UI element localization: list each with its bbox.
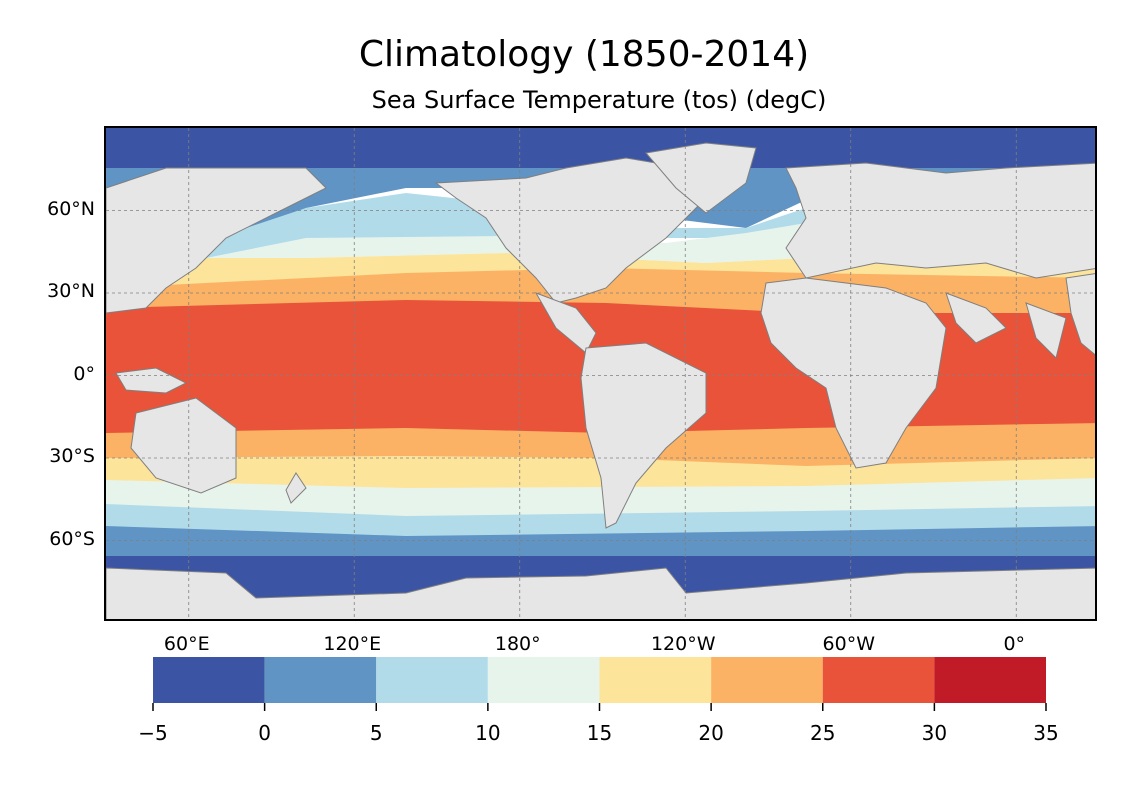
sst-band-mild-south: [106, 478, 1095, 518]
sst-map: [106, 128, 1095, 619]
gridlines: [106, 128, 1095, 619]
lat-tick-label: 0°: [73, 362, 95, 385]
land-new-zealand: [285, 472, 307, 504]
land-se-asia: [1065, 273, 1095, 356]
land-antarctica: [106, 567, 1095, 619]
lat-tick-label: 30°N: [47, 280, 95, 302]
colorbar-segment: [822, 657, 935, 703]
lat-tick-label: 30°S: [49, 445, 95, 467]
colorbar-tick-label: 10: [475, 721, 501, 745]
lon-tick-label: 120°E: [323, 633, 382, 655]
colorbar-tick-label: 5: [369, 721, 383, 745]
lon-tick-label: 180°: [494, 633, 541, 655]
colorbar-segment: [264, 657, 377, 703]
lon-tick-label: 120°W: [650, 633, 716, 655]
land-greenland: [645, 142, 757, 214]
land-arabia: [945, 292, 1007, 344]
land-south-america: [580, 342, 707, 529]
colorbar-tick-label: 25: [810, 721, 836, 745]
colorbar-frame: [153, 657, 1046, 703]
land-north-america: [434, 157, 707, 304]
colorbar-tick-label: 15: [586, 721, 613, 745]
sst-band-polar-north: [106, 128, 1095, 168]
colorbar-segment: [376, 657, 488, 703]
colorbar-segment: [153, 657, 265, 703]
sst-band-cool-south: [106, 504, 1095, 538]
colorbar-tick-label: 30: [921, 721, 948, 745]
colorbar-segment: [599, 657, 712, 703]
land-central-america: [534, 292, 597, 354]
land-east-asia: [106, 167, 327, 314]
chart-title: Climatology (1850-2014): [358, 34, 810, 75]
lon-tick-label: 0°: [1003, 633, 1026, 655]
land-masses: [106, 142, 1095, 619]
land-indonesia: [115, 367, 188, 394]
colorbar-segment: [711, 657, 823, 703]
colorbar-segment: [934, 657, 1046, 703]
colorbar-tick-label: 35: [1033, 721, 1059, 745]
land-india: [1025, 302, 1067, 359]
map-panel: [104, 126, 1097, 621]
colorbar-tick-label: 20: [698, 721, 724, 745]
lat-tick-label: 60°N: [47, 197, 95, 220]
colorbar-tick-label: −5: [138, 721, 168, 745]
lat-tick-label: 60°S: [49, 527, 95, 550]
land-australia: [130, 397, 237, 494]
colorbar-tick-label: 0: [258, 721, 271, 745]
colorbar-segment: [487, 657, 600, 703]
lon-tick-label: 60°W: [822, 633, 875, 655]
chart-subtitle: Sea Surface Temperature (tos) (degC): [371, 86, 827, 114]
land-europe: [785, 162, 1095, 279]
lon-tick-label: 60°E: [163, 633, 210, 655]
